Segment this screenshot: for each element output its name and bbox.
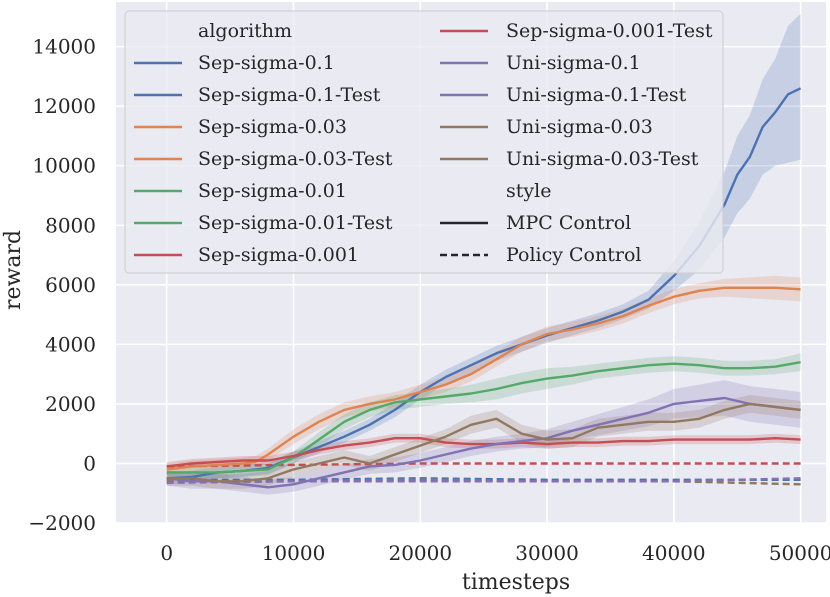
legend-label-sep-sigma-0-03-test: Sep-sigma-0.03-Test — [198, 148, 393, 170]
sep-sigma-0-01-band — [166, 353, 801, 479]
legend-label-sep-sigma-0-1: Sep-sigma-0.1 — [198, 52, 335, 74]
x-tick-label: 10000 — [262, 541, 326, 565]
x-tick-label: 0 — [160, 541, 173, 565]
legend-label-sep-sigma-0-01: Sep-sigma-0.01 — [198, 180, 347, 202]
y-tick-label: −2000 — [28, 511, 96, 535]
uni-sigma-0-03-line — [166, 402, 801, 483]
y-axis-label: reward — [1, 230, 26, 310]
y-tick-label: 12000 — [32, 94, 96, 118]
uni-sigma-0-1-line — [166, 396, 801, 489]
legend-label-sep-sigma-0-01-test: Sep-sigma-0.01-Test — [198, 212, 393, 234]
legend-label-sep-sigma-0-03: Sep-sigma-0.03 — [198, 116, 347, 138]
legend-frame — [124, 10, 724, 274]
x-tick-label: 50000 — [769, 541, 830, 565]
legend-label-policy-control: Policy Control — [506, 244, 641, 266]
uni-sigma-0-1-band — [166, 380, 801, 495]
x-tick-label: 30000 — [515, 541, 579, 565]
uni-sigma-0-1-test-line — [166, 477, 801, 484]
legend-label-uni-sigma-0-1: Uni-sigma-0.1 — [506, 52, 641, 74]
legend-label-algorithm: algorithm — [198, 20, 292, 42]
series-lines — [166, 87, 802, 489]
legend-label-mpc-control: MPC Control — [506, 212, 631, 234]
x-tick-label: 40000 — [642, 541, 706, 565]
y-tick-label: 10000 — [32, 154, 96, 178]
legend-label-uni-sigma-0-03: Uni-sigma-0.03 — [506, 116, 653, 138]
sep-sigma-0-001-line — [166, 437, 801, 468]
y-tick-label: 4000 — [45, 332, 96, 356]
x-tick-label: 20000 — [388, 541, 452, 565]
sep-sigma-0-03-band — [166, 275, 801, 476]
y-tick-label: 6000 — [45, 273, 96, 297]
sep-sigma-0-001-band — [166, 433, 801, 471]
legend-label-sep-sigma-0-001: Sep-sigma-0.001 — [198, 244, 359, 266]
tick-labels: 0 10000 20000 30000 40000 50000 −2000 0 2000 4000… — [28, 35, 830, 565]
y-tick-label: 14000 — [32, 35, 96, 59]
legend-label-sep-sigma-0-001-test: Sep-sigma-0.001-Test — [506, 20, 713, 42]
legend: algorithm Sep-sigma-0.1 Sep-sigma-0.1-Test… — [124, 10, 724, 274]
sep-sigma-0-01-line — [166, 361, 801, 474]
legend-label-uni-sigma-0-03-test: Uni-sigma-0.03-Test — [506, 148, 699, 170]
x-axis-label: timesteps — [462, 570, 570, 595]
legend-label-sep-sigma-0-1-test: Sep-sigma-0.1-Test — [198, 84, 381, 106]
legend-label-uni-sigma-0-1-test: Uni-sigma-0.1-Test — [506, 84, 687, 106]
legend-label-style: style — [506, 180, 551, 202]
y-tick-label: 0 — [83, 451, 96, 475]
y-tick-label: 8000 — [45, 213, 96, 237]
y-tick-label: 2000 — [45, 392, 96, 416]
